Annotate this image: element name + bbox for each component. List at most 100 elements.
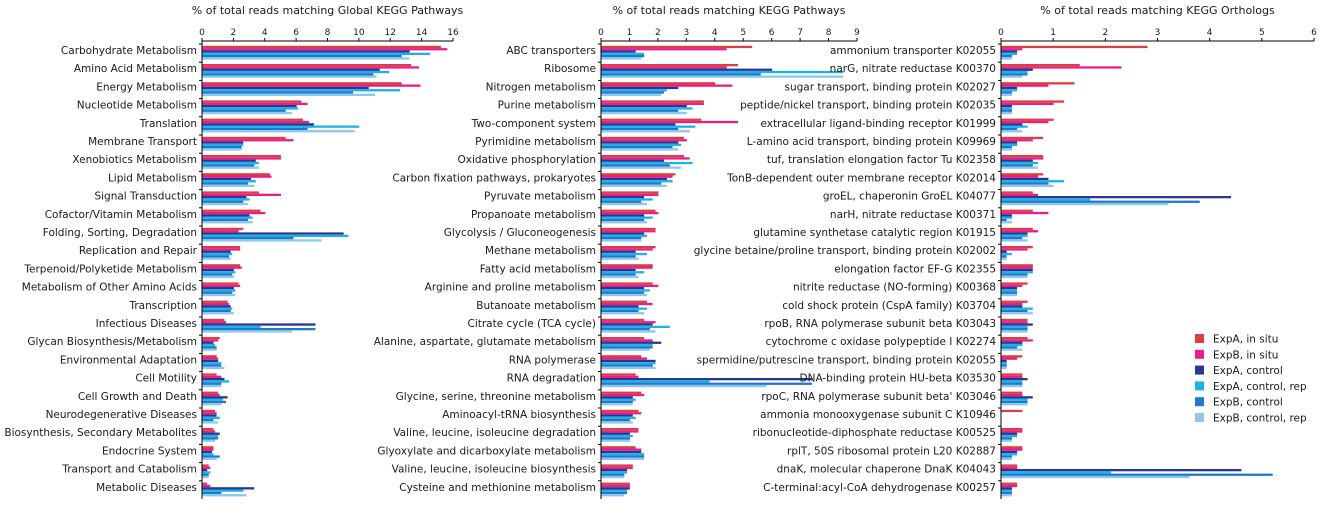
bar: [1001, 328, 1028, 331]
x-tick-label: 8: [826, 28, 832, 38]
category-label: Oxidative phosphorylation: [458, 154, 597, 166]
bar: [601, 312, 645, 315]
bar: [202, 412, 217, 415]
x-tick-label: 6: [1311, 28, 1317, 38]
bar: [1001, 250, 1007, 253]
bar: [202, 491, 222, 495]
category-label: Metabolism of Other Amino Acids: [22, 282, 197, 294]
bar: [601, 309, 639, 313]
category-label: L-amino acid transport, binding protein …: [747, 136, 996, 148]
bar: [1001, 457, 1012, 460]
bar: [601, 375, 639, 378]
bar: [1001, 136, 1044, 140]
bar: [202, 330, 292, 333]
bar: [1001, 111, 1012, 115]
bar: [1001, 343, 1023, 347]
category-label: Transport and Catabolism: [61, 464, 197, 476]
bar: [202, 82, 402, 85]
bar: [1001, 202, 1169, 206]
bar: [601, 343, 653, 347]
bar: [202, 91, 354, 94]
bar: [601, 239, 642, 242]
bar: [1001, 93, 1012, 96]
bar: [601, 293, 648, 297]
bar: [1001, 491, 1012, 495]
bar: [601, 166, 682, 169]
bar: [202, 216, 253, 219]
bar: [601, 318, 645, 322]
bar: [1001, 321, 1028, 324]
bar: [1001, 482, 1018, 485]
bar: [601, 266, 653, 269]
bar: [202, 323, 316, 326]
bar: [601, 393, 645, 397]
bar: [202, 255, 230, 258]
bar: [601, 125, 696, 128]
bar: [202, 118, 303, 121]
bar: [601, 348, 650, 351]
bar: [1001, 398, 1028, 401]
category-label: Translation: [139, 118, 197, 130]
bar: [601, 73, 761, 76]
bar: [1001, 318, 1028, 322]
bar: [1001, 209, 1033, 212]
bar: [1001, 221, 1012, 224]
bar: [1001, 273, 1028, 276]
bar: [601, 130, 690, 133]
bar: [1001, 130, 1023, 133]
bar: [202, 473, 209, 476]
bar: [1001, 143, 1018, 146]
category-label: Pyrimidine metabolism: [475, 136, 596, 148]
bar: [1001, 391, 1023, 394]
category-label: Pyruvate metabolism: [484, 191, 596, 203]
bar: [202, 55, 402, 58]
category-label: nitrite reductase (NO-forming) K00368: [793, 282, 996, 294]
category-label: Carbohydrate Metabolism: [61, 45, 197, 57]
bar: [202, 166, 259, 169]
bar: [202, 100, 302, 103]
bar: [1001, 105, 1012, 108]
bar: [1001, 323, 1033, 326]
bar: [202, 343, 216, 347]
bar: [202, 471, 211, 474]
bar: [601, 93, 662, 96]
bar: [202, 457, 217, 460]
bar: [601, 109, 679, 112]
bar: [202, 328, 316, 331]
category-label: tuf, translation elongation factor Tu K0…: [767, 154, 996, 166]
bar: [601, 466, 633, 469]
x-tick-label: 6: [293, 28, 299, 38]
category-label: extracellular ligand-binding receptor K0…: [760, 118, 996, 130]
bar: [202, 409, 216, 413]
bar: [1001, 232, 1028, 235]
bar: [601, 494, 625, 497]
bar: [202, 123, 314, 126]
bar: [1001, 469, 1242, 472]
bar: [601, 430, 639, 433]
bar: [1001, 475, 1190, 479]
bar: [1001, 455, 1012, 458]
bar: [202, 400, 227, 404]
category-label: Fatty acid metabolism: [480, 263, 596, 275]
bar: [1001, 378, 1028, 381]
bar: [202, 446, 214, 449]
bar: [601, 282, 653, 285]
bar: [1001, 118, 1054, 121]
bar: [1001, 191, 1033, 194]
bar: [601, 255, 636, 258]
bar: [1001, 487, 1012, 490]
bar: [601, 127, 679, 131]
bar: [1001, 464, 1018, 467]
bar: [601, 123, 676, 126]
bar: [202, 484, 211, 488]
bar: [601, 373, 636, 376]
bar: [202, 184, 255, 187]
legend-swatch: [1195, 365, 1204, 375]
bar: [202, 159, 256, 162]
bar: [601, 300, 648, 303]
bar: [601, 419, 630, 422]
bar: [202, 48, 448, 51]
bar: [601, 148, 679, 151]
category-label: rpoC, RNA polymerase subunit beta' K0304…: [761, 391, 996, 403]
bar: [1001, 348, 1023, 351]
